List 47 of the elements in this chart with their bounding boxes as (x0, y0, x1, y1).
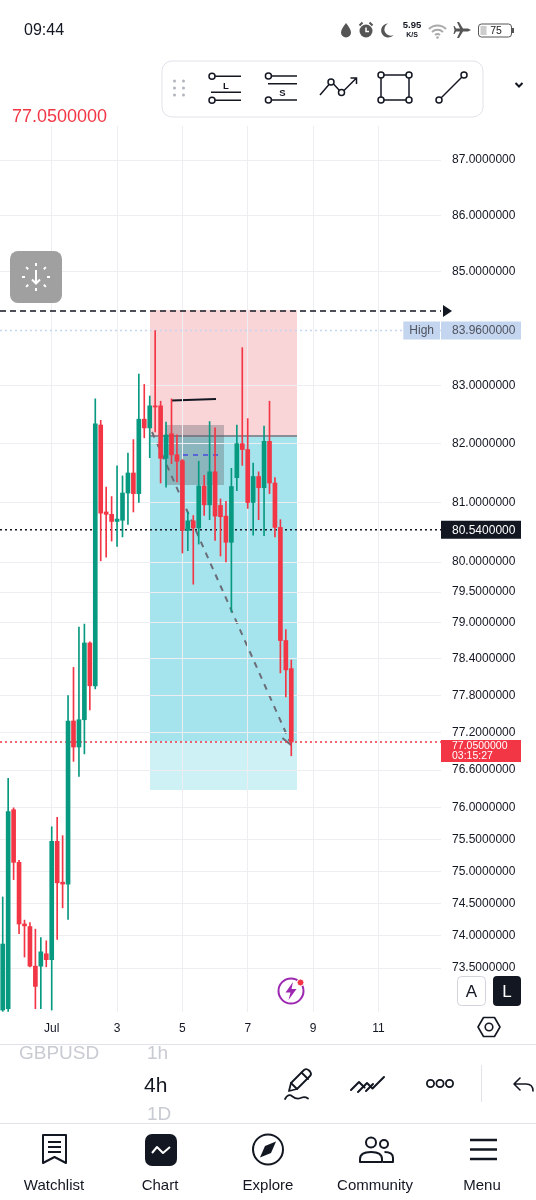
y-tick-label: 87.0000000 (452, 152, 516, 167)
candlestick (141, 384, 147, 439)
y-tick-label: 85.0000000 (452, 263, 516, 278)
text: S (279, 86, 286, 98)
y-tick-label: 74.0000000 (452, 927, 516, 942)
y-tick-label: 77.2000000 (452, 725, 516, 740)
x-tick-label: 9 (309, 1020, 317, 1035)
y-tick-label: 78.4000000 (452, 651, 516, 666)
x-tick-label: 7 (244, 1020, 252, 1035)
y-tick-label: 73.5000000 (452, 960, 516, 975)
y-tick-label: 79.5000000 (452, 584, 516, 599)
y-tick-label: 80.0000000 (452, 554, 516, 569)
annotation: High (409, 323, 434, 338)
text: A (465, 981, 478, 1001)
y-tick-label: 76.0000000 (452, 800, 516, 815)
text: Community (337, 1175, 413, 1193)
candlestick (190, 515, 196, 585)
x-tick-label: 3 (113, 1020, 121, 1035)
text: 77.0500000 (12, 106, 108, 126)
candlestick (43, 940, 49, 968)
text: 4h (144, 1072, 168, 1096)
x-tick-label: 5 (179, 1020, 187, 1035)
text: 75 (490, 24, 502, 37)
text: Menu (463, 1175, 501, 1193)
y-tick-label: 82.0000000 (452, 435, 516, 450)
text: L (502, 981, 512, 1001)
ref-line-label: 80.5400000 (452, 522, 516, 537)
x-tick-label: Jul (44, 1020, 60, 1035)
ref-line-label: 83.9600000 (452, 323, 516, 338)
text: 5.95 (402, 19, 422, 31)
text: L (223, 79, 229, 91)
y-tick-label: 77.8000000 (452, 687, 516, 702)
x-tick-label: 11 (372, 1020, 385, 1035)
text: Explore (242, 1175, 294, 1193)
y-tick-label: 75.5000000 (452, 831, 516, 846)
ref-line-label: 77.0500000 (452, 738, 508, 751)
y-tick-label: 76.6000000 (452, 762, 516, 777)
text: 09:44 (24, 21, 65, 38)
text: Chart (141, 1175, 179, 1193)
y-tick-label: 74.5000000 (452, 895, 516, 910)
y-tick-label: 79.0000000 (452, 614, 516, 629)
text: 03:15:27 (452, 749, 494, 762)
y-tick-label: 81.0000000 (452, 494, 516, 509)
y-tick-label: 86.0000000 (452, 207, 516, 222)
y-tick-label: 83.0000000 (452, 377, 516, 392)
y-tick-label: 75.0000000 (452, 863, 516, 878)
text: Watchlist (23, 1175, 85, 1193)
